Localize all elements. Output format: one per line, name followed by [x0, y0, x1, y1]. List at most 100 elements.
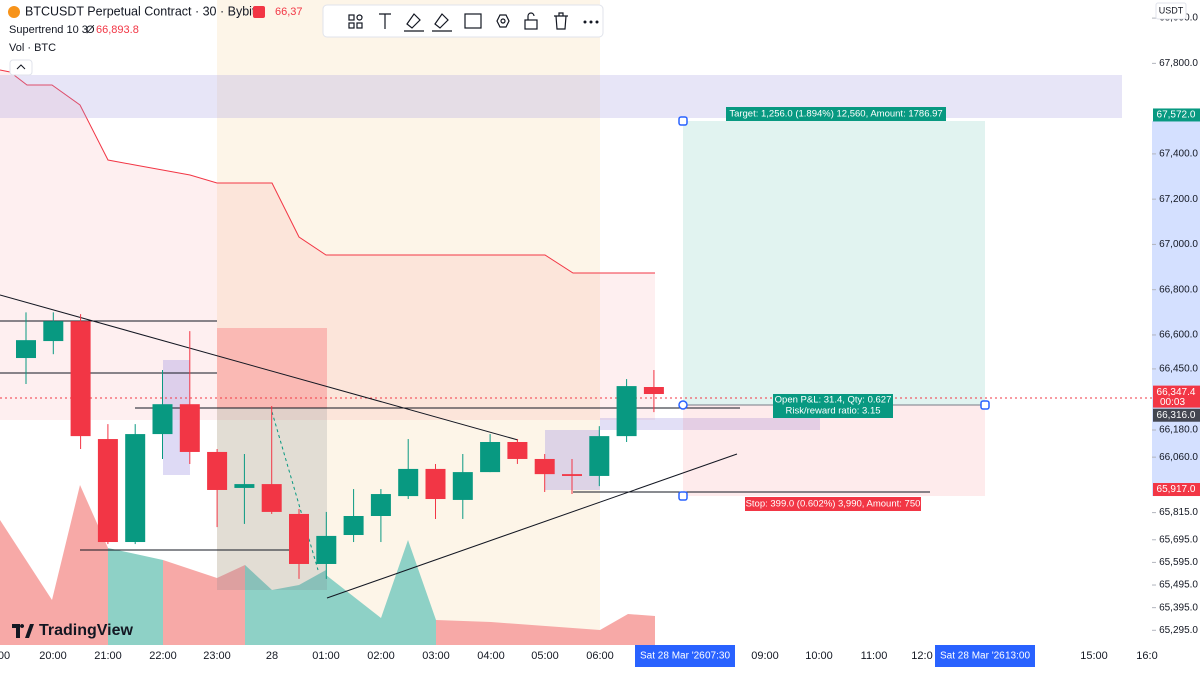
time-label: 21:00 [94, 650, 122, 662]
more-dot[interactable] [589, 20, 593, 24]
candle-body [616, 386, 637, 437]
price-tag-label: 67,572.0 [1157, 110, 1196, 121]
price-tick-label: 67,000.0 [1159, 239, 1198, 250]
more-dot[interactable] [595, 20, 599, 24]
text-tool[interactable] [379, 13, 391, 29]
header: BTCUSDT Perpetual Contract · 30 · Bybit … [8, 4, 303, 76]
indicator[interactable]: Supertrend 10 3 [9, 24, 88, 36]
candle-body [16, 340, 36, 359]
price-tag [1153, 385, 1200, 408]
time-label: 01:00 [312, 650, 340, 662]
price-axis-labels: 68,000.067,800.067,400.067,200.067,000.0… [1152, 13, 1200, 636]
candle-body [562, 474, 582, 476]
candle-body [425, 468, 446, 500]
candle-body [289, 513, 309, 564]
tool-icon[interactable] [356, 14, 363, 21]
candle-body [43, 321, 64, 342]
stop-label: Stop: 399.0 (0.602%) 3,990, Amount: 750 [746, 499, 921, 510]
target-label-bg [726, 107, 946, 121]
tool-icon[interactable] [348, 14, 355, 21]
logo-text: TradingView [39, 622, 134, 639]
chart-tool[interactable] [464, 13, 482, 29]
zone-box [217, 328, 327, 408]
price-tick-label: 67,800.0 [1159, 58, 1198, 69]
handle[interactable] [980, 400, 990, 410]
handles[interactable] [678, 116, 990, 501]
session-zone [217, 0, 600, 645]
volume-area [245, 565, 326, 645]
candle-body [398, 468, 419, 497]
price-tick-label: 67,400.0 [1159, 149, 1198, 160]
time-label: 15:00 [1080, 650, 1108, 662]
time-label: 28 [266, 650, 278, 662]
trend-line [0, 294, 519, 441]
lock-tool[interactable] [524, 19, 538, 30]
price-tick-label: 67,200.0 [1159, 194, 1198, 205]
handle[interactable] [678, 400, 688, 410]
trend-line [326, 453, 738, 599]
pnl-label-bg [773, 394, 893, 418]
volume-indicator[interactable]: Vol · BTC [9, 42, 56, 54]
fill-tool[interactable] [404, 13, 424, 32]
settings-dot[interactable] [500, 18, 506, 24]
time-highlight-date: Sat 28 Mar '26 [940, 651, 1005, 662]
price-tag-label: 66,316.0 [1157, 410, 1196, 421]
delete-tool[interactable] [554, 12, 568, 30]
pnl-label: Open P&L: 31.4, Qty: 0.627 [775, 395, 892, 406]
line-tool[interactable] [432, 13, 452, 32]
candle-body [316, 535, 337, 564]
price-tag [1153, 408, 1200, 422]
time-highlight [935, 645, 1035, 667]
price-tick-label: 65,815.0 [1159, 507, 1198, 518]
currency[interactable]: USDT [1159, 5, 1184, 15]
volume-area [163, 560, 245, 645]
candle-body [643, 387, 664, 395]
time-label: 00 [0, 650, 10, 662]
ratio-label: Risk/reward ratio: 3.15 [785, 406, 880, 417]
tool-icon[interactable] [348, 22, 355, 29]
price-tick-label: 65,295.0 [1159, 625, 1198, 636]
time-label: 20:00 [39, 650, 67, 662]
logo-icon [12, 624, 34, 638]
time-label: 16:0 [1136, 650, 1157, 662]
target-zone [683, 121, 985, 405]
lock-shackle[interactable] [527, 12, 535, 20]
price-tick-label: 65,595.0 [1159, 557, 1198, 568]
time-label: 12:0 [911, 650, 932, 662]
price-tick-label: 65,495.0 [1159, 580, 1198, 591]
time-label: 22:00 [149, 650, 177, 662]
symbol[interactable]: BTCUSDT Perpetual Contract · 30 · Bybit [25, 4, 256, 18]
price-tick-label: 66,600.0 [1159, 330, 1198, 341]
candle-body [152, 404, 173, 435]
time-label: 10:00 [805, 650, 833, 662]
handle[interactable] [678, 116, 688, 126]
last-value: 66,37 [275, 6, 303, 18]
candle-body [452, 472, 473, 500]
toolbar [322, 4, 604, 38]
price-range-highlight [1152, 121, 1200, 496]
handle[interactable] [678, 491, 688, 501]
flag-icon[interactable] [253, 6, 265, 18]
time-label: 06:00 [586, 650, 614, 662]
price-tag-label: 66,347.4 [1157, 387, 1196, 398]
zone-band [0, 75, 1122, 118]
tool-icon[interactable] [356, 22, 363, 29]
candle-body [534, 458, 555, 475]
volume-area [436, 614, 655, 645]
more-dot[interactable] [583, 20, 587, 24]
settings-tool[interactable] [496, 14, 510, 28]
time-highlight-date: Sat 28 Mar '26 [640, 651, 705, 662]
time-axis-labels: 00 20:00 21:00 22:00 23:00 28 01:00 02:00 03:00 0… [0, 645, 1158, 667]
candle-body [480, 441, 501, 473]
price-tick-label: 66,800.0 [1159, 284, 1198, 295]
stop-label-bg [745, 497, 921, 511]
candles [16, 312, 664, 579]
logo: TradingView [12, 622, 134, 639]
currency-button[interactable] [1155, 2, 1187, 20]
collapse-button[interactable] [9, 59, 33, 76]
candle-body [589, 436, 610, 476]
volume-area [108, 548, 163, 645]
time-label: 09:00 [751, 650, 779, 662]
